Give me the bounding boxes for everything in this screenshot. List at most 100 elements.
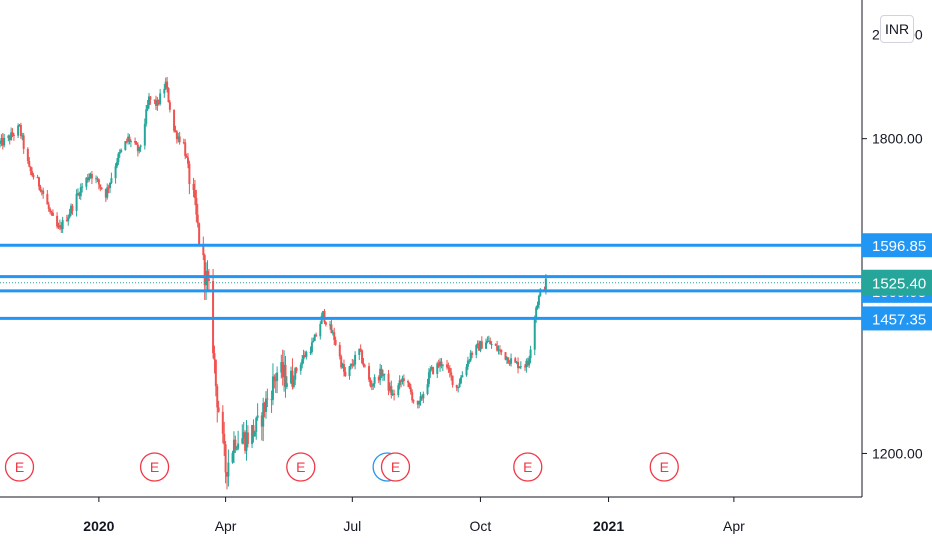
candle	[28, 156, 31, 168]
candle	[280, 354, 283, 379]
candle	[537, 294, 540, 309]
time-axis[interactable]: 2020 Apr Jul Oct 2021 Apr	[83, 497, 745, 534]
candle	[32, 172, 35, 180]
candle	[109, 182, 112, 194]
candle	[362, 357, 365, 368]
candle	[167, 87, 170, 103]
earnings-marker[interactable]: E	[286, 452, 316, 482]
candle	[255, 416, 258, 440]
earnings-marker[interactable]: E	[139, 452, 170, 482]
candle	[419, 391, 422, 406]
earnings-marker[interactable]: E	[649, 452, 679, 482]
candle	[168, 100, 171, 113]
candle	[436, 361, 439, 379]
candle	[528, 355, 531, 368]
candle	[89, 172, 92, 179]
candle	[47, 201, 50, 212]
candle	[451, 375, 454, 388]
svg-text:E: E	[150, 459, 159, 475]
candle	[489, 337, 492, 345]
candle	[182, 138, 185, 145]
time-axis-label: Jul	[343, 518, 361, 534]
candle	[523, 363, 526, 371]
candle	[205, 262, 208, 301]
candle	[42, 187, 45, 199]
candle	[274, 373, 277, 393]
candle	[344, 367, 347, 377]
candle	[388, 382, 391, 393]
candle	[334, 336, 337, 346]
candle	[1, 133, 4, 150]
levels-layer	[0, 243, 862, 320]
candles-layer	[0, 76, 547, 490]
candle	[207, 268, 210, 292]
earnings-marker[interactable]: E	[4, 452, 35, 482]
candle	[186, 153, 189, 169]
candle	[149, 95, 152, 105]
candle	[508, 360, 511, 367]
candle	[354, 351, 357, 370]
candle	[303, 350, 306, 358]
candle	[8, 134, 11, 145]
time-axis-label: Apr	[215, 518, 237, 534]
candle	[411, 389, 414, 403]
candle	[496, 340, 499, 352]
candle	[432, 366, 435, 375]
candle	[440, 357, 443, 369]
candle	[510, 353, 513, 367]
svg-text:E: E	[296, 459, 305, 475]
candle	[70, 203, 73, 217]
candle	[50, 210, 53, 216]
last-price-label: 1525.40	[872, 276, 926, 293]
candle	[244, 430, 247, 454]
currency-button[interactable]: INR	[880, 15, 914, 43]
candle	[76, 188, 79, 196]
candle	[448, 364, 451, 378]
candle	[361, 349, 364, 365]
candle	[397, 383, 400, 398]
candle	[75, 189, 78, 217]
candle	[505, 356, 508, 364]
candle	[398, 375, 401, 390]
candle	[188, 160, 191, 195]
candle	[301, 355, 304, 369]
candle	[232, 431, 235, 464]
candle	[21, 132, 24, 141]
candle	[97, 178, 100, 190]
candle	[143, 118, 146, 150]
candle	[369, 377, 372, 388]
candle	[461, 371, 464, 378]
candle	[324, 321, 327, 327]
candle	[124, 141, 127, 151]
candle	[260, 412, 263, 441]
candle	[437, 359, 440, 369]
earnings-marker[interactable]: E	[513, 452, 543, 482]
candle	[29, 166, 32, 176]
candle	[407, 379, 410, 388]
candle	[380, 365, 383, 379]
candle	[485, 338, 488, 350]
candle	[305, 350, 308, 360]
candle	[429, 366, 432, 378]
candle	[214, 359, 217, 397]
candle	[110, 172, 113, 185]
candle	[117, 152, 120, 166]
level-price-tag: 1596.85	[862, 233, 932, 258]
candle	[420, 394, 423, 401]
candle	[466, 356, 469, 370]
candle	[225, 472, 228, 490]
candle	[313, 333, 316, 341]
candle	[312, 337, 315, 343]
time-axis-label: 2021	[593, 518, 624, 534]
candle	[156, 97, 159, 111]
candle	[490, 341, 493, 349]
svg-text:E: E	[523, 459, 532, 475]
candle	[26, 147, 29, 164]
candle	[65, 214, 68, 222]
candle	[416, 400, 419, 409]
candle	[329, 321, 332, 330]
earnings-marker[interactable]: E	[380, 452, 411, 482]
